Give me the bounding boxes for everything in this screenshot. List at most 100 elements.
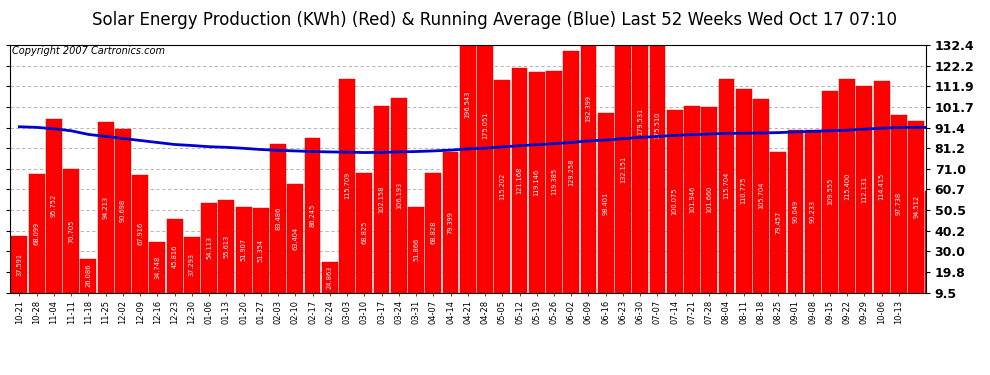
- Bar: [753, 99, 769, 312]
- Text: 132.151: 132.151: [620, 156, 626, 183]
- Bar: [98, 122, 114, 312]
- Text: 45.816: 45.816: [171, 244, 177, 267]
- Bar: [29, 174, 45, 312]
- Text: 119.385: 119.385: [551, 168, 557, 195]
- Bar: [356, 173, 372, 312]
- Bar: [719, 79, 735, 312]
- Text: 115.400: 115.400: [844, 172, 850, 200]
- Bar: [805, 130, 821, 312]
- Text: 100.075: 100.075: [672, 188, 678, 215]
- Bar: [46, 119, 61, 312]
- Bar: [856, 86, 872, 312]
- Text: 37.591: 37.591: [17, 253, 23, 276]
- Text: 94.213: 94.213: [103, 196, 109, 219]
- Text: 115.202: 115.202: [499, 172, 505, 200]
- Text: 109.555: 109.555: [827, 178, 833, 206]
- Text: 102.158: 102.158: [378, 186, 384, 213]
- Text: 115.709: 115.709: [345, 172, 350, 199]
- Text: 51.354: 51.354: [257, 239, 263, 262]
- Text: 110.775: 110.775: [741, 177, 746, 204]
- Bar: [546, 71, 562, 312]
- Bar: [287, 184, 303, 312]
- Text: 94.512: 94.512: [913, 195, 919, 219]
- Text: Copyright 2007 Cartronics.com: Copyright 2007 Cartronics.com: [12, 46, 164, 56]
- Bar: [322, 261, 338, 312]
- Bar: [563, 51, 579, 312]
- Bar: [633, 0, 648, 312]
- Bar: [219, 200, 235, 312]
- Bar: [340, 79, 355, 312]
- Bar: [305, 138, 321, 312]
- Text: 90.233: 90.233: [810, 200, 816, 223]
- Text: 51.907: 51.907: [241, 238, 247, 261]
- Text: 68.099: 68.099: [34, 222, 40, 245]
- Bar: [236, 207, 251, 312]
- Bar: [149, 242, 165, 312]
- Bar: [701, 107, 717, 312]
- Text: 59.670: 59.670: [931, 230, 937, 254]
- Text: 175.510: 175.510: [654, 112, 660, 139]
- Text: 106.193: 106.193: [396, 182, 402, 209]
- Text: 114.415: 114.415: [879, 173, 885, 201]
- Bar: [252, 208, 268, 312]
- Bar: [443, 152, 458, 312]
- Bar: [494, 80, 510, 312]
- Bar: [787, 130, 803, 312]
- Bar: [580, 0, 596, 312]
- Text: 196.543: 196.543: [464, 90, 471, 118]
- Text: 175.051: 175.051: [482, 112, 488, 140]
- Text: 98.401: 98.401: [603, 191, 609, 214]
- Bar: [822, 91, 838, 312]
- Bar: [12, 236, 28, 312]
- Text: 24.863: 24.863: [327, 266, 333, 289]
- Bar: [115, 129, 131, 312]
- Text: 86.245: 86.245: [310, 204, 316, 227]
- Bar: [598, 114, 614, 312]
- Text: 55.613: 55.613: [224, 234, 230, 258]
- Text: 97.738: 97.738: [896, 192, 902, 215]
- Bar: [426, 173, 442, 312]
- Bar: [736, 88, 751, 312]
- Text: 90.698: 90.698: [120, 199, 126, 222]
- Bar: [408, 207, 424, 312]
- Bar: [201, 202, 217, 312]
- Text: 68.825: 68.825: [361, 221, 367, 245]
- Bar: [459, 0, 476, 312]
- Text: 90.049: 90.049: [792, 200, 799, 223]
- Text: 63.404: 63.404: [292, 226, 298, 250]
- Bar: [391, 98, 407, 312]
- Text: 95.752: 95.752: [50, 194, 56, 217]
- Text: 121.168: 121.168: [517, 166, 523, 194]
- Bar: [80, 259, 96, 312]
- Text: Solar Energy Production (KWh) (Red) & Running Average (Blue) Last 52 Weeks Wed O: Solar Energy Production (KWh) (Red) & Ru…: [92, 11, 898, 29]
- Bar: [840, 79, 855, 312]
- Text: 70.705: 70.705: [68, 219, 74, 243]
- Text: 115.704: 115.704: [724, 172, 730, 199]
- Bar: [874, 81, 890, 312]
- Text: 34.748: 34.748: [154, 255, 160, 279]
- Bar: [649, 0, 665, 312]
- Bar: [373, 106, 389, 312]
- Text: 54.113: 54.113: [206, 236, 212, 259]
- Bar: [166, 219, 182, 312]
- Text: 129.258: 129.258: [568, 158, 574, 186]
- Text: 79.399: 79.399: [447, 211, 453, 234]
- Text: 68.828: 68.828: [431, 221, 437, 245]
- Bar: [184, 237, 200, 312]
- Bar: [529, 72, 545, 312]
- Text: 105.704: 105.704: [758, 182, 764, 209]
- Text: 101.946: 101.946: [689, 186, 695, 213]
- Bar: [133, 175, 148, 312]
- Bar: [615, 45, 631, 312]
- Bar: [770, 152, 786, 312]
- Text: 79.457: 79.457: [775, 210, 781, 234]
- Text: 101.660: 101.660: [706, 186, 712, 213]
- Bar: [891, 115, 907, 312]
- Bar: [512, 68, 528, 312]
- Bar: [667, 110, 683, 312]
- Bar: [477, 0, 493, 312]
- Bar: [270, 144, 286, 312]
- Text: 119.146: 119.146: [534, 168, 540, 196]
- Bar: [908, 121, 924, 312]
- Text: 37.293: 37.293: [189, 253, 195, 276]
